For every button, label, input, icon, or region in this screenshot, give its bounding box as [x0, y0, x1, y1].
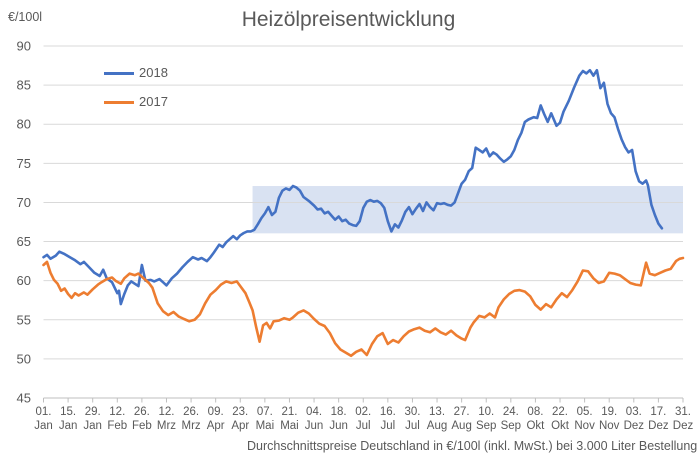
x-tick-label-month: Okt — [526, 420, 545, 432]
x-tick-label-month: Nov — [599, 420, 620, 432]
x-tick-label-month: Jul — [380, 420, 395, 432]
x-tick-label-day: 17. — [650, 406, 666, 418]
y-tick-label: 85 — [17, 78, 31, 93]
x-tick-label-month: Jun — [329, 420, 348, 432]
x-tick-label-month: Dez — [624, 420, 645, 432]
x-tick-label-month: Dez — [648, 420, 669, 432]
x-tick-label-month: Nov — [574, 420, 595, 432]
x-tick-label-month: Mrz — [181, 420, 200, 432]
chart-caption: Durchschnittspreise Deutschland in €/100… — [247, 439, 697, 453]
x-tick-label-day: 27. — [454, 406, 470, 418]
y-tick-label: 55 — [17, 312, 31, 327]
x-tick-label-month: Apr — [231, 420, 249, 432]
series-line-2017 — [42, 256, 685, 358]
x-tick-label-day: 07. — [257, 406, 273, 418]
x-tick-label-day: 08. — [527, 406, 543, 418]
x-tick-label-day: 18. — [331, 406, 347, 418]
x-tick-label-day: 23. — [232, 406, 248, 418]
x-tick-label-day: 10. — [478, 406, 494, 418]
x-tick-label-day: 24. — [503, 406, 519, 418]
y-tick-label: 60 — [17, 273, 31, 288]
x-tick-label-day: 09. — [208, 406, 224, 418]
chart-title: Heizölpreisentwicklung — [241, 8, 456, 31]
x-tick-label-day: 19. — [601, 406, 617, 418]
y-tick-label: 70 — [17, 195, 31, 210]
x-tick-label-month: Feb — [132, 420, 152, 432]
x-tick-label-month: Mai — [256, 420, 275, 432]
x-tick-label-day: 15. — [60, 406, 76, 418]
x-tick-label-month: Jul — [405, 420, 420, 432]
legend-label-2018: 2018 — [139, 65, 168, 80]
x-tick-label-month: Aug — [451, 420, 471, 432]
x-tick-label-day: 01. — [36, 406, 52, 418]
x-tick-label-day: 16. — [380, 406, 396, 418]
highlight-band — [252, 186, 683, 234]
y-tick-label: 45 — [17, 391, 31, 406]
x-tick-label-month: Jan — [59, 420, 78, 432]
legend-line-swatch-2018 — [104, 71, 134, 75]
x-tick-label-day: 04. — [306, 406, 322, 418]
x-tick-label-month: Jan — [83, 420, 102, 432]
x-tick-label-day: 21. — [281, 406, 297, 418]
x-tick-label-month: Mai — [280, 420, 299, 432]
y-tick-label: 80 — [17, 117, 31, 132]
x-tick-label-month: Jan — [34, 420, 53, 432]
x-tick-label-day: 22. — [552, 406, 568, 418]
x-tick-label-month: Sep — [501, 420, 521, 432]
legend-label-2017: 2017 — [139, 94, 168, 109]
legend: 2018 2017 — [104, 65, 168, 123]
x-tick-label-month: Apr — [207, 420, 225, 432]
x-tick-label-month: Okt — [551, 420, 570, 432]
x-tick-label-day: 12. — [158, 406, 174, 418]
x-tick-label-month: Mrz — [157, 420, 176, 432]
x-tick-label-month: Feb — [107, 420, 127, 432]
legend-item-2017: 2017 — [104, 94, 168, 110]
x-tick-label-day: 31. — [675, 406, 691, 418]
x-tick-label-month: Jul — [356, 420, 371, 432]
x-tick-label-month: Aug — [427, 420, 447, 432]
legend-item-2018: 2018 — [104, 65, 168, 81]
x-tick-label-month: Dez — [673, 420, 694, 432]
x-tick-label-day: 13. — [429, 406, 445, 418]
x-tick-label-month: Jun — [305, 420, 324, 432]
x-tick-label-day: 05. — [577, 406, 593, 418]
x-tick-label-day: 03. — [626, 406, 642, 418]
legend-line-swatch-2017 — [104, 100, 134, 104]
y-tick-label: 50 — [17, 351, 31, 366]
x-tick-label-day: 02. — [355, 406, 371, 418]
y-tick-label: 75 — [17, 156, 31, 171]
x-tick-label-day: 26. — [183, 406, 199, 418]
y-tick-label: 90 — [17, 39, 31, 54]
y-tick-label: 65 — [17, 234, 31, 249]
series-line-2018 — [42, 68, 664, 306]
x-tick-label-day: 26. — [134, 406, 150, 418]
y-axis-unit-label: €/100l — [8, 10, 43, 24]
x-tick-label-day: 30. — [404, 406, 420, 418]
x-tick-label-day: 29. — [85, 406, 101, 418]
x-tick-label-day: 12. — [109, 406, 125, 418]
x-tick-label-month: Sep — [476, 420, 496, 432]
